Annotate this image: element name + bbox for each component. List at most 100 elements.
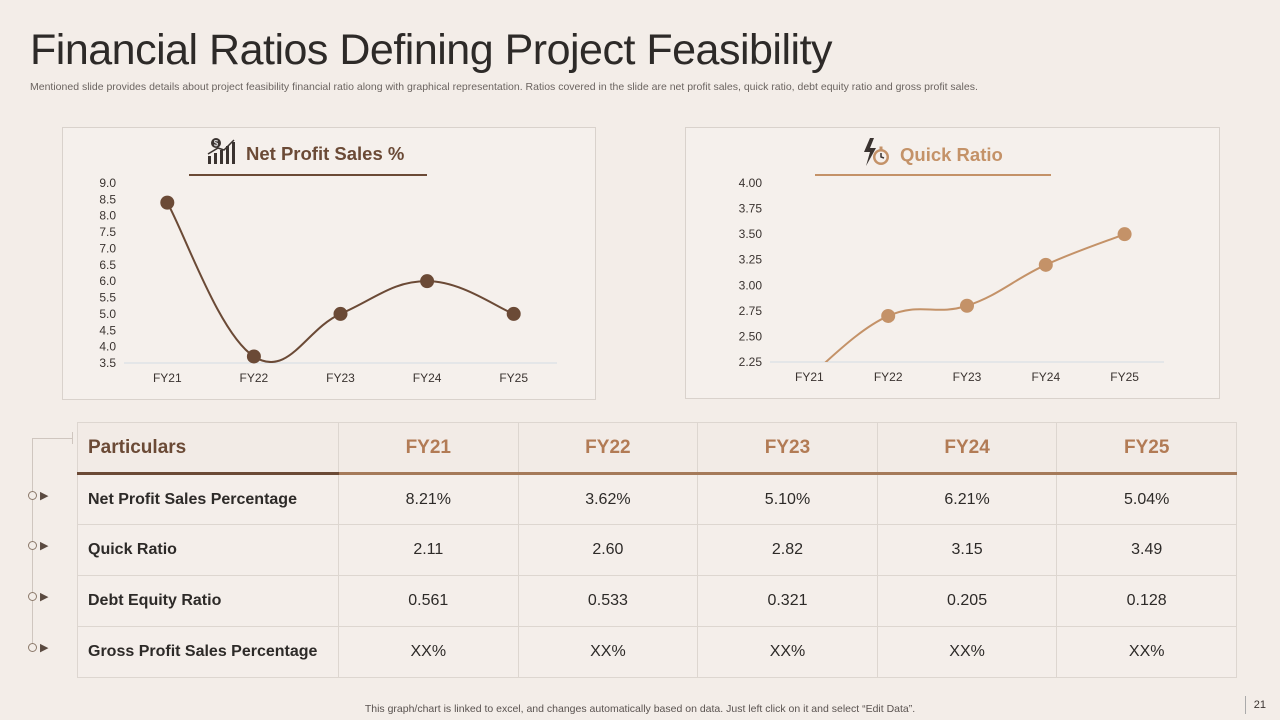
data-point[interactable] — [960, 298, 974, 313]
data-point[interactable] — [333, 306, 348, 321]
quick-ratio-chart-header: Quick Ratio — [860, 136, 1003, 173]
table-header-fy24: FY24 — [876, 422, 1058, 475]
table-cell: 0.128 — [1056, 575, 1237, 627]
x-tick-label: FY25 — [1110, 370, 1139, 384]
y-tick-label: 2.25 — [739, 355, 763, 369]
y-tick-label: 3.75 — [739, 202, 763, 216]
y-tick-label: 9.0 — [99, 176, 116, 190]
data-point[interactable] — [881, 308, 896, 323]
y-tick-label: 6.0 — [99, 274, 116, 288]
circle-icon — [28, 491, 37, 500]
y-tick-label: 4.00 — [739, 176, 763, 190]
x-tick-label: FY25 — [499, 371, 528, 385]
ratios-table: Particulars FY21 FY22 FY23 FY24 FY25 Net… — [77, 422, 1237, 678]
play-arrow-icon: ▶ — [40, 591, 49, 603]
row-marker-top-tick — [72, 432, 73, 444]
y-tick-label: 8.0 — [99, 209, 116, 223]
table-cell: 5.10% — [697, 473, 878, 525]
y-tick-label: 5.0 — [99, 307, 116, 321]
y-tick-label: 8.5 — [99, 192, 116, 206]
row-marker-2: ▶ — [28, 539, 48, 552]
y-tick-label: 3.00 — [739, 278, 763, 292]
table-cell: 0.321 — [697, 575, 878, 627]
table-cell: XX% — [697, 626, 878, 678]
page-subtitle: Mentioned slide provides details about p… — [30, 81, 978, 93]
table-cell: 0.533 — [517, 575, 699, 627]
table-cell: 5.04% — [1056, 473, 1237, 525]
table-row: Debt Equity Ratio 0.561 0.533 0.321 0.20… — [77, 575, 1237, 627]
table-cell: 6.21% — [876, 473, 1058, 525]
circle-icon — [28, 643, 37, 652]
series-line — [166, 202, 515, 363]
table-cell: 8.21% — [338, 473, 519, 525]
table-header-fy21: FY21 — [338, 422, 519, 475]
svg-text:$: $ — [214, 139, 219, 148]
play-arrow-icon: ▶ — [40, 540, 49, 552]
table-cell: 0.561 — [338, 575, 519, 627]
data-point[interactable] — [420, 274, 435, 289]
net-profit-chart-title: Net Profit Sales % — [246, 142, 405, 164]
quick-ratio-line-chart[interactable]: 4.00 3.75 3.50 3.25 3.00 2.75 2.50 2.25 FY21 FY22… — [686, 128, 1221, 400]
table-cell-label: Net Profit Sales Percentage — [77, 473, 339, 525]
y-tick-label: 3.5 — [99, 356, 116, 370]
x-tick-label: FY21 — [795, 370, 824, 384]
data-point[interactable] — [506, 306, 521, 321]
y-tick-label: 3.25 — [739, 253, 763, 267]
net-profit-title-underline — [189, 174, 427, 176]
table-cell: XX% — [1056, 626, 1237, 678]
x-tick-label: FY24 — [1031, 370, 1060, 384]
quick-ratio-chart-title: Quick Ratio — [900, 143, 1003, 165]
table-cell: 3.49 — [1056, 524, 1237, 576]
data-point[interactable] — [246, 349, 261, 364]
quick-ratio-chart-panel: Quick Ratio 4.00 3.75 3.50 3.25 3.00 2.75 2.50… — [685, 127, 1220, 399]
data-point[interactable] — [160, 195, 175, 210]
y-tick-label: 5.5 — [99, 291, 116, 305]
table-header-row: Particulars FY21 FY22 FY23 FY24 FY25 — [77, 422, 1237, 475]
data-point[interactable] — [1117, 227, 1132, 242]
table-cell-label: Quick Ratio — [77, 524, 339, 576]
x-tick-label: FY23 — [953, 370, 982, 384]
y-tick-label: 4.5 — [99, 323, 116, 337]
y-tick-label: 3.50 — [739, 227, 763, 241]
x-tick-label: FY21 — [153, 371, 182, 385]
table-cell-label: Gross Profit Sales Percentage — [77, 626, 339, 678]
table-cell-label: Debt Equity Ratio — [77, 575, 339, 627]
y-tick-label: 4.0 — [99, 340, 116, 354]
data-point[interactable] — [1038, 257, 1053, 272]
net-profit-line-chart[interactable]: 9.0 8.5 8.0 7.5 7.0 6.5 6.0 5.5 5.0 4.5 4.0 3.5 FY21… — [63, 128, 597, 401]
net-profit-chart-panel: $ Net Profit Sales % 9.0 8.5 8.0 7.5 7.0 6.5 6… — [62, 127, 596, 400]
growth-chart-icon: $ — [206, 136, 238, 171]
table-cell: 2.60 — [517, 524, 699, 576]
table-row: Quick Ratio 2.11 2.60 2.82 3.15 3.49 — [77, 524, 1237, 576]
table-row: Net Profit Sales Percentage 8.21% 3.62% … — [77, 473, 1237, 525]
y-tick-label: 2.75 — [739, 304, 763, 318]
play-arrow-icon: ▶ — [40, 490, 49, 502]
table-cell: 3.62% — [517, 473, 699, 525]
x-tick-label: FY24 — [413, 371, 442, 385]
quick-ratio-title-underline — [815, 174, 1051, 176]
row-marker-4: ▶ — [28, 641, 48, 654]
table-cell: XX% — [517, 626, 699, 678]
y-tick-label: 7.5 — [99, 225, 116, 239]
page-title: Financial Ratios Defining Project Feasib… — [30, 26, 833, 74]
x-tick-label: FY23 — [326, 371, 355, 385]
table-cell: 0.205 — [876, 575, 1058, 627]
circle-icon — [28, 592, 37, 601]
table-header-fy23: FY23 — [697, 422, 878, 475]
table-row: Gross Profit Sales Percentage XX% XX% XX… — [77, 626, 1237, 678]
table-header-fy22: FY22 — [517, 422, 699, 475]
y-tick-label: 6.5 — [99, 258, 116, 272]
y-tick-label: 2.50 — [739, 329, 763, 343]
row-marker-3: ▶ — [28, 590, 48, 603]
lightning-stopwatch-icon — [860, 136, 892, 173]
table-cell: 3.15 — [876, 524, 1058, 576]
x-tick-label: FY22 — [874, 370, 903, 384]
net-profit-chart-header: $ Net Profit Sales % — [206, 136, 404, 171]
row-marker-1: ▶ — [28, 489, 48, 502]
table-header-particulars: Particulars — [77, 422, 339, 475]
table-cell: XX% — [338, 626, 519, 678]
table-cell: 2.11 — [338, 524, 519, 576]
footer-note: This graph/chart is linked to excel, and… — [364, 703, 916, 715]
table-header-fy25: FY25 — [1056, 422, 1237, 475]
table-cell: 2.82 — [697, 524, 878, 576]
